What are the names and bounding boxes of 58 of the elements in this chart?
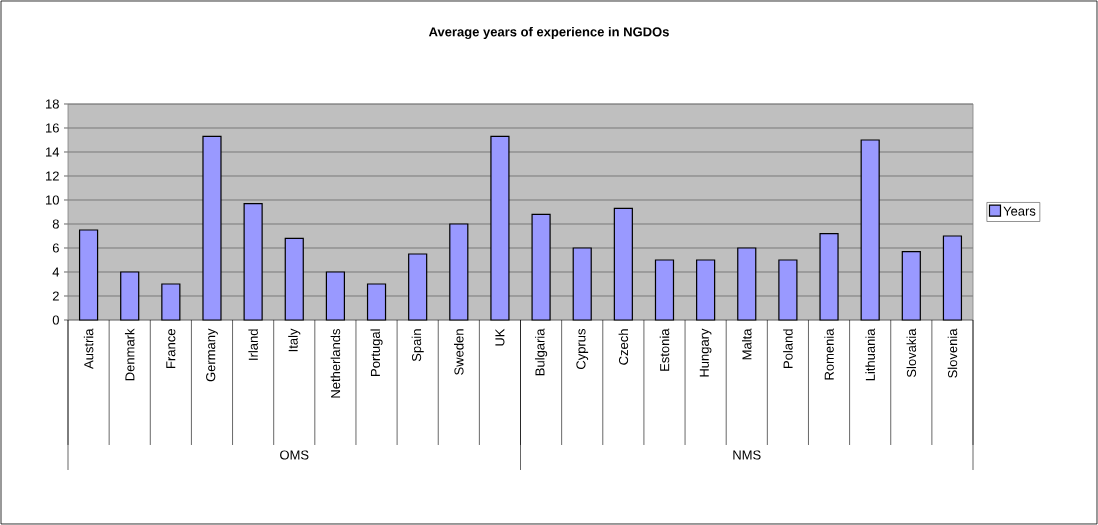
y-tick-label: 18 (46, 99, 59, 109)
x-tick-label: Cyprus (576, 328, 589, 370)
y-tick-label: 4 (52, 267, 60, 277)
bar (161, 283, 181, 321)
y-tick-label: 16 (46, 123, 59, 133)
x-tick-label: Malta (741, 328, 752, 360)
bar (449, 223, 469, 321)
x-tick-label: Romenia (824, 328, 834, 380)
chart-title: Average years of experience in NGDOs (428, 26, 669, 40)
bar (243, 202, 263, 321)
bar (654, 259, 675, 321)
bar (202, 135, 222, 321)
y-tick-label: 2 (52, 291, 59, 301)
x-tick-label: UK (495, 328, 505, 346)
x-tick-label: France (166, 329, 176, 368)
x-tick-label: Germany (206, 328, 218, 382)
x-tick-label: Spain (411, 329, 424, 362)
bar (613, 207, 633, 321)
bar (78, 229, 99, 321)
bar (778, 259, 798, 321)
x-tick-label: Slovakia (906, 328, 917, 378)
bar (860, 139, 880, 321)
bar (325, 271, 345, 321)
bar (696, 259, 716, 321)
bar (572, 247, 592, 321)
bar (737, 247, 757, 321)
y-tick-label: 10 (46, 195, 59, 205)
x-tick-label: Slovenia (947, 328, 958, 378)
bar (942, 235, 963, 321)
bar (284, 237, 304, 321)
bar (490, 135, 510, 321)
x-tick-label: Netherlands (330, 329, 341, 398)
x-tick-label: Bulgaria (535, 328, 548, 376)
x-tick-label: Czech (618, 329, 629, 365)
x-tick-label: Portugal (370, 329, 383, 376)
x-tick-label: Poland (783, 329, 793, 368)
legend-label: Years (1003, 206, 1036, 216)
x-tick-label: Lithuania (865, 328, 875, 381)
bar (531, 213, 551, 321)
y-tick-label: 6 (52, 243, 59, 253)
bar (120, 271, 140, 321)
bar (901, 250, 921, 321)
bar (819, 232, 839, 321)
y-tick-label: 0 (52, 315, 59, 325)
text: NMS (733, 450, 761, 460)
bar (408, 253, 428, 321)
x-tick-label: Hungary (699, 328, 712, 377)
bar (366, 283, 387, 321)
text: OMS (280, 450, 309, 460)
x-tick-label: Estonia (659, 328, 670, 371)
x-tick-label: Austria (83, 328, 94, 369)
y-tick-label: 14 (46, 147, 60, 157)
y-tick-label: 8 (52, 219, 59, 229)
x-tick-label: Irland (248, 329, 258, 360)
y-tick-label: 12 (46, 171, 59, 181)
x-tick-label: Denmark (124, 328, 135, 381)
x-tick-label: Sweden (454, 329, 464, 375)
x-tick-label: Italy (288, 328, 301, 352)
